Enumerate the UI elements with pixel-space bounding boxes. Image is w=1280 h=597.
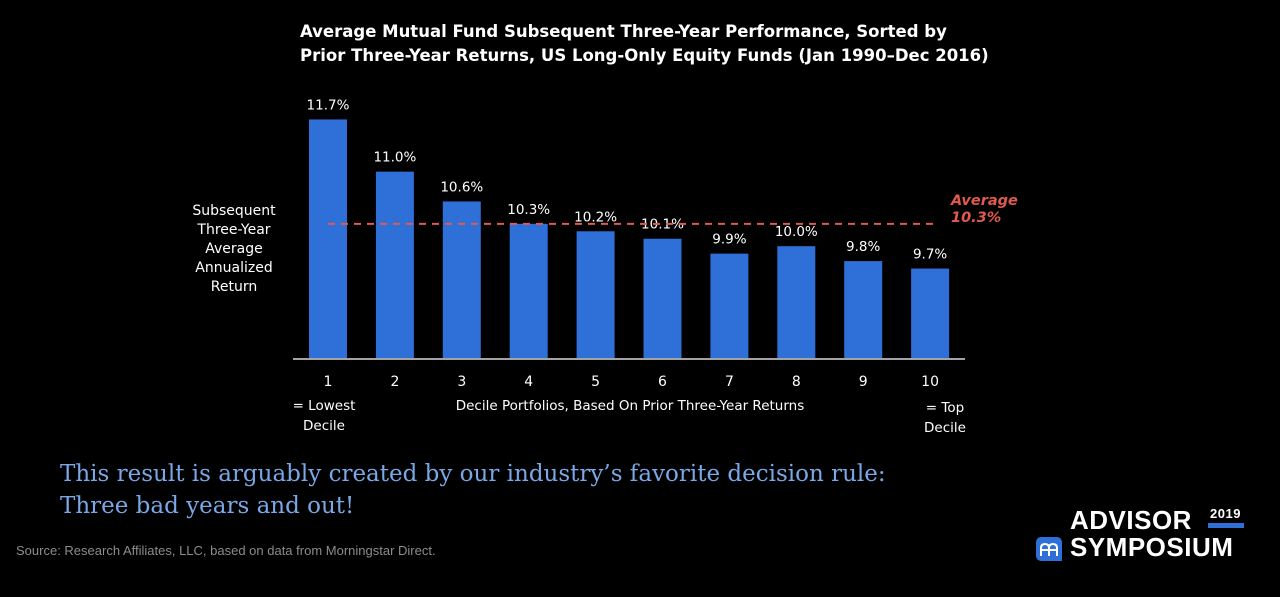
bar-decile-1	[309, 119, 347, 358]
research-affiliates-logo-icon	[1036, 537, 1062, 561]
data-label: 9.8%	[846, 239, 880, 255]
bar-decile-8	[777, 246, 816, 358]
logo-year: 2019	[1210, 506, 1241, 521]
logo-accent-bar	[1208, 523, 1244, 528]
y-axis-label-line: Return	[210, 279, 258, 295]
bar-decile-9	[844, 261, 883, 358]
x-tick-label: 1	[324, 374, 333, 390]
caption-line-2: Three bad years and out!	[60, 493, 355, 519]
chart-title-line-2: Prior Three-Year Returns, US Long-Only E…	[300, 46, 989, 65]
average-label-line: 10.3%	[951, 210, 1001, 226]
data-label: 11.7%	[307, 97, 350, 113]
x-tick-label: 7	[725, 374, 734, 390]
bar-decile-5	[576, 231, 615, 358]
chart-title: Average Mutual Fund Subsequent Three-Yea…	[300, 20, 1000, 68]
top-decile-note-line: Decile	[924, 420, 966, 436]
x-tick-label: 9	[859, 374, 868, 390]
data-label: 10.3%	[507, 202, 550, 218]
x-axis-label: Decile Portfolios, Based On Prior Three-…	[455, 398, 805, 414]
data-label: 11.0%	[373, 150, 416, 166]
x-tick-label: 10	[921, 374, 939, 390]
top-decile-note-line: = Top	[925, 400, 965, 416]
bar-decile-6	[643, 238, 682, 358]
lowest-decile-note: = Lowest Decile	[284, 396, 364, 436]
bar-decile-2	[375, 171, 414, 358]
x-tick-label: 3	[457, 374, 466, 390]
data-label: 9.9%	[712, 232, 746, 248]
lowest-decile-note-line: = Lowest	[292, 398, 356, 414]
advisor-symposium-logo: ADVISOR SYMPOSIUM 2019	[1036, 505, 1256, 565]
bar-decile-7	[710, 253, 749, 358]
x-tick-label: 8	[792, 374, 801, 390]
data-label: 10.2%	[574, 209, 617, 225]
y-axis-label: Subsequent Three-Year Average Annualized…	[174, 202, 294, 297]
x-tick-label: 6	[658, 374, 667, 390]
x-tick-label: 4	[524, 374, 533, 390]
data-label: 9.7%	[913, 247, 947, 263]
logo-word-advisor: ADVISOR	[1070, 505, 1192, 535]
lowest-decile-note-line: Decile	[303, 418, 345, 434]
data-label: 10.6%	[440, 179, 483, 195]
data-label: 10.0%	[775, 224, 818, 240]
y-axis-label-line: Three-Year	[197, 222, 271, 238]
y-axis-label-line: Subsequent	[192, 203, 276, 219]
bar-decile-4	[509, 223, 548, 358]
logo-word-symposium: SYMPOSIUM	[1070, 532, 1234, 562]
chart-title-line-1: Average Mutual Fund Subsequent Three-Yea…	[300, 22, 947, 41]
caption: This result is arguably created by our i…	[60, 458, 960, 522]
data-label: 10.1%	[641, 217, 684, 233]
x-tick-label: 5	[591, 374, 600, 390]
x-tick-label: 2	[390, 374, 399, 390]
average-label-line: Average	[950, 193, 1018, 209]
y-axis-label-line: Average	[205, 241, 263, 257]
bar-decile-10	[911, 268, 950, 358]
y-axis-label-line: Annualized	[195, 260, 273, 276]
top-decile-note: = Top Decile	[905, 398, 985, 438]
caption-line-1: This result is arguably created by our i…	[60, 461, 886, 487]
bar-decile-3	[442, 201, 481, 358]
source-note: Source: Research Affiliates, LLC, based …	[16, 543, 436, 558]
